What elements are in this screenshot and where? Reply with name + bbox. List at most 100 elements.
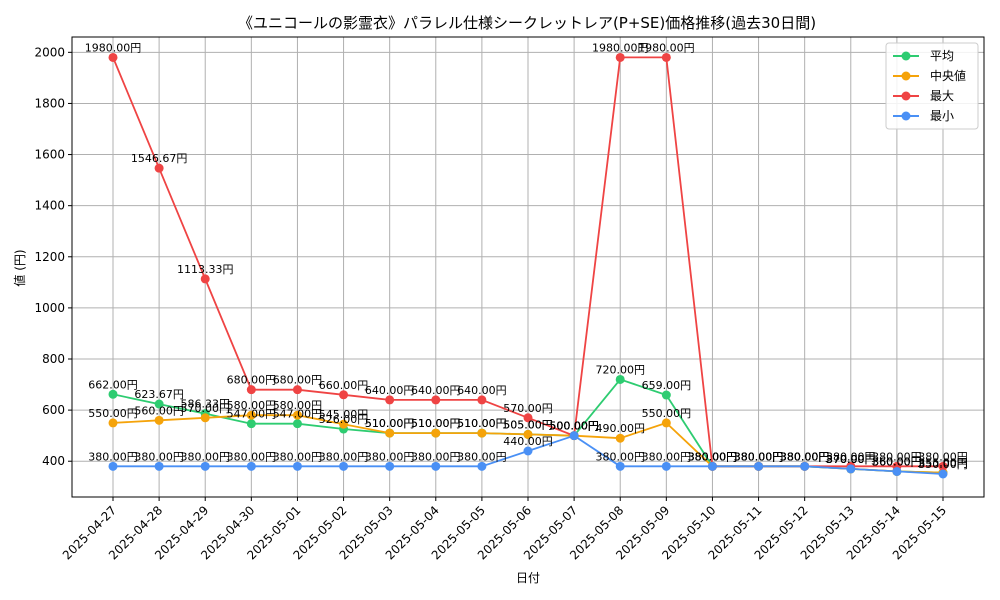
data-label: 380.00円	[780, 450, 830, 463]
y-tick-label: 1000	[34, 301, 65, 315]
data-point	[200, 413, 210, 423]
legend-box	[885, 42, 979, 130]
data-point	[385, 428, 395, 438]
data-label: 570.00円	[180, 402, 230, 415]
data-point	[154, 399, 164, 409]
y-tick-label: 600	[42, 403, 65, 417]
data-label: 623.67円	[134, 388, 184, 401]
data-label: 370.00円	[826, 453, 876, 466]
data-point	[754, 461, 764, 471]
data-label: 580.00円	[273, 399, 323, 412]
data-point	[431, 395, 441, 405]
data-label: 500.00円	[549, 420, 599, 433]
data-label: 350.00円	[918, 458, 968, 471]
data-label: 380.00円	[273, 450, 323, 463]
data-label: 370.00円	[826, 453, 876, 466]
data-label: 380.00円	[918, 450, 968, 463]
y-tick-label: 400	[42, 454, 65, 468]
x-axis-title: 日付	[516, 571, 540, 585]
data-label: 380.00円	[134, 450, 184, 463]
data-point	[661, 52, 671, 62]
y-axis-title: 値 (円)	[12, 249, 27, 286]
data-label: 380.00円	[734, 450, 784, 463]
data-label: 380.00円	[688, 450, 738, 463]
data-label: 640.00円	[457, 384, 507, 397]
data-label: 370.00円	[826, 453, 876, 466]
data-label: 505.00円	[503, 418, 553, 431]
legend-swatch-marker	[901, 71, 911, 81]
data-label: 720.00円	[595, 363, 645, 376]
data-label: 500.00円	[549, 420, 599, 433]
data-point	[292, 419, 302, 429]
data-point	[108, 418, 118, 428]
data-label: 360.00円	[872, 455, 922, 468]
data-label: 380.00円	[88, 450, 138, 463]
data-point	[615, 433, 625, 443]
legend-label: 平均	[930, 49, 954, 63]
data-label: 380.00円	[227, 450, 277, 463]
data-label: 510.00円	[457, 417, 507, 430]
data-label: 545.00円	[319, 408, 369, 421]
data-label: 547.00円	[227, 408, 277, 421]
data-label: 586.33円	[180, 398, 230, 411]
data-label: 510.00円	[411, 417, 461, 430]
data-point	[339, 461, 349, 471]
data-point	[108, 52, 118, 62]
data-label: 380.00円	[734, 450, 784, 463]
data-point	[292, 410, 302, 420]
data-label: 1546.67円	[131, 152, 188, 165]
data-point	[431, 461, 441, 471]
data-label: 380.00円	[780, 450, 830, 463]
data-label: 570.00円	[503, 402, 553, 415]
legend-label: 最大	[930, 89, 954, 103]
data-point	[523, 446, 533, 456]
y-tick-label: 2000	[34, 45, 65, 59]
data-label: 680.00円	[227, 374, 277, 387]
data-label: 380.00円	[780, 450, 830, 463]
data-label: 355.00円	[918, 457, 968, 470]
data-label: 1113.33円	[177, 263, 234, 276]
data-label: 380.00円	[688, 450, 738, 463]
data-point	[108, 461, 118, 471]
data-label: 1980.00円	[85, 41, 142, 54]
data-label: 380.00円	[688, 450, 738, 463]
data-point	[661, 390, 671, 400]
data-label: 505.00円	[503, 418, 553, 431]
data-label: 380.00円	[365, 450, 415, 463]
data-point	[246, 419, 256, 429]
legend-label: 中央値	[930, 68, 966, 83]
data-label: 380.00円	[826, 450, 876, 463]
y-tick-label: 1200	[34, 250, 65, 264]
data-point	[154, 163, 164, 173]
data-label: 510.00円	[365, 417, 415, 430]
data-label: 380.00円	[595, 450, 645, 463]
data-label: 580.00円	[227, 399, 277, 412]
data-point	[800, 461, 810, 471]
data-point	[615, 52, 625, 62]
data-label: 360.00円	[872, 455, 922, 468]
data-label: 360.00円	[872, 455, 922, 468]
data-point	[385, 461, 395, 471]
legend-swatch-marker	[901, 91, 911, 101]
data-label: 490.00円	[595, 422, 645, 435]
data-label: 380.00円	[180, 450, 230, 463]
data-label: 380.00円	[734, 450, 784, 463]
data-point	[892, 466, 902, 476]
data-point	[661, 461, 671, 471]
data-point	[200, 274, 210, 284]
data-label: 1980.00円	[638, 41, 695, 54]
data-label: 510.00円	[457, 417, 507, 430]
data-point	[385, 395, 395, 405]
data-label: 500.00円	[549, 420, 599, 433]
data-point	[292, 461, 302, 471]
data-point	[200, 461, 210, 471]
data-label: 355.00円	[918, 457, 968, 470]
data-label: 440.00円	[503, 435, 553, 448]
y-tick-label: 1600	[34, 148, 65, 162]
data-point	[477, 428, 487, 438]
data-label: 510.00円	[365, 417, 415, 430]
data-point	[292, 385, 302, 395]
data-label: 550.00円	[642, 407, 692, 420]
data-point	[339, 390, 349, 400]
